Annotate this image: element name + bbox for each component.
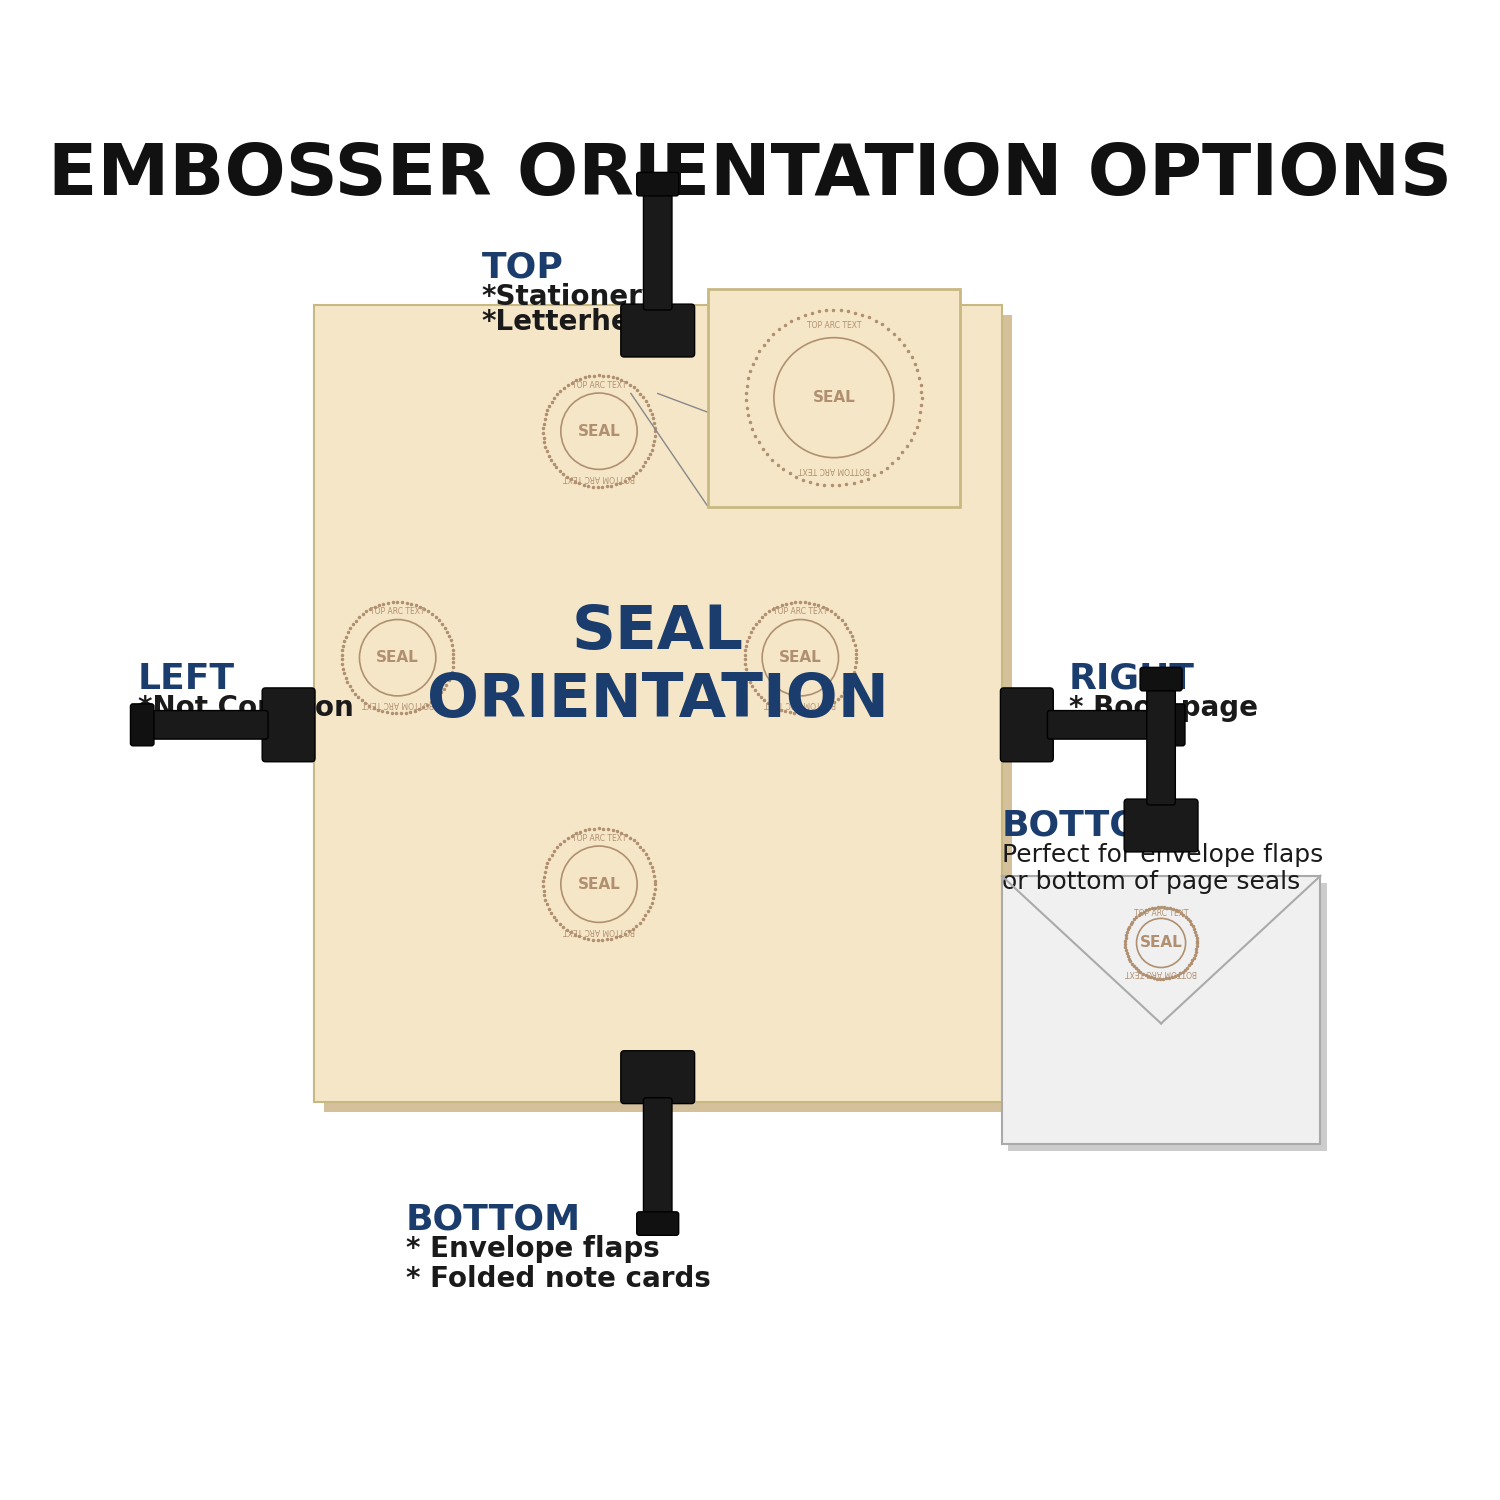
Text: BOTTOM ARC TEXT: BOTTOM ARC TEXT — [562, 926, 634, 934]
Text: TOP ARC TEXT: TOP ARC TEXT — [370, 608, 424, 616]
FancyBboxPatch shape — [636, 172, 678, 196]
Text: SEAL: SEAL — [376, 650, 419, 664]
Text: RIGHT: RIGHT — [1070, 662, 1196, 696]
Text: BOTTOM ARC TEXT: BOTTOM ARC TEXT — [562, 472, 634, 482]
Text: TOP ARC TEXT: TOP ARC TEXT — [1134, 909, 1188, 918]
Text: TOP ARC TEXT: TOP ARC TEXT — [572, 834, 626, 843]
FancyBboxPatch shape — [621, 304, 695, 357]
FancyBboxPatch shape — [1161, 704, 1185, 746]
FancyBboxPatch shape — [146, 711, 268, 740]
FancyBboxPatch shape — [621, 1052, 695, 1104]
Text: SEAL: SEAL — [578, 876, 621, 891]
Text: SEAL
ORIENTATION: SEAL ORIENTATION — [427, 603, 888, 729]
Text: BOTTOM: BOTTOM — [406, 1203, 580, 1237]
Text: or bottom of page seals: or bottom of page seals — [1002, 870, 1300, 894]
FancyBboxPatch shape — [636, 1212, 678, 1236]
FancyBboxPatch shape — [1140, 668, 1182, 692]
Text: TOP ARC TEXT: TOP ARC TEXT — [772, 608, 828, 616]
Text: BOTTOM: BOTTOM — [1002, 808, 1178, 843]
Text: TOP ARC TEXT: TOP ARC TEXT — [807, 321, 861, 330]
Text: SEAL: SEAL — [813, 390, 855, 405]
Text: BOTTOM ARC TEXT: BOTTOM ARC TEXT — [1125, 968, 1197, 976]
Text: * Book page: * Book page — [1070, 694, 1258, 721]
FancyBboxPatch shape — [708, 288, 960, 507]
FancyBboxPatch shape — [644, 1098, 672, 1220]
FancyBboxPatch shape — [644, 188, 672, 310]
FancyBboxPatch shape — [1124, 800, 1198, 852]
Text: SEAL: SEAL — [778, 650, 822, 664]
Text: BOTTOM ARC TEXT: BOTTOM ARC TEXT — [765, 699, 837, 708]
FancyBboxPatch shape — [1008, 882, 1328, 1150]
FancyBboxPatch shape — [1000, 688, 1053, 762]
Text: BOTTOM ARC TEXT: BOTTOM ARC TEXT — [362, 699, 434, 708]
Text: BOTTOM ARC TEXT: BOTTOM ARC TEXT — [798, 465, 870, 474]
Text: LEFT: LEFT — [138, 662, 234, 696]
Text: TOP ARC TEXT: TOP ARC TEXT — [572, 381, 626, 390]
Text: * Folded note cards: * Folded note cards — [406, 1264, 711, 1293]
FancyBboxPatch shape — [130, 704, 154, 746]
Text: SEAL: SEAL — [1140, 936, 1182, 951]
FancyBboxPatch shape — [262, 688, 315, 762]
FancyBboxPatch shape — [1148, 682, 1176, 806]
Text: TOP: TOP — [482, 251, 564, 285]
Text: SEAL: SEAL — [578, 423, 621, 438]
Text: EMBOSSER ORIENTATION OPTIONS: EMBOSSER ORIENTATION OPTIONS — [48, 141, 1452, 210]
Text: *Stationery: *Stationery — [482, 284, 660, 310]
Text: *Not Common: *Not Common — [138, 694, 354, 721]
Text: *Letterhead: *Letterhead — [482, 308, 669, 336]
FancyBboxPatch shape — [314, 306, 1002, 1102]
Text: Perfect for envelope flaps: Perfect for envelope flaps — [1002, 843, 1323, 867]
FancyBboxPatch shape — [324, 315, 1011, 1113]
Text: * Envelope flaps: * Envelope flaps — [406, 1234, 660, 1263]
FancyBboxPatch shape — [1047, 711, 1170, 740]
FancyBboxPatch shape — [1002, 876, 1320, 1144]
